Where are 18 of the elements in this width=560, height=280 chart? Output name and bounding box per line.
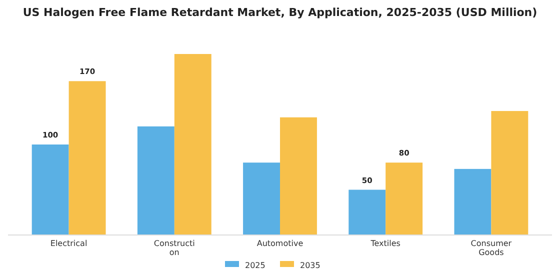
bar [280,117,317,235]
bar [32,144,69,235]
bar [174,54,212,235]
x-tick-label: Consumer Goods [470,239,512,257]
bar [386,162,423,235]
x-tick-label: Electrical [50,239,88,248]
bar [137,126,174,235]
bar [454,168,492,235]
bar [348,190,386,235]
x-tick-label: Textiles [370,239,400,248]
bar [491,111,528,235]
bar [243,162,280,235]
x-tick-label: Construction [154,239,195,257]
bar [68,81,106,235]
legend-label: 2035 [300,261,320,270]
chart-title: US Halogen Free Flame Retardant Market, By Application, 2025-2035 (USD Million) [22,6,538,19]
x-tick-label: Automotive [256,239,304,248]
legend-label: 2025 [245,261,266,270]
